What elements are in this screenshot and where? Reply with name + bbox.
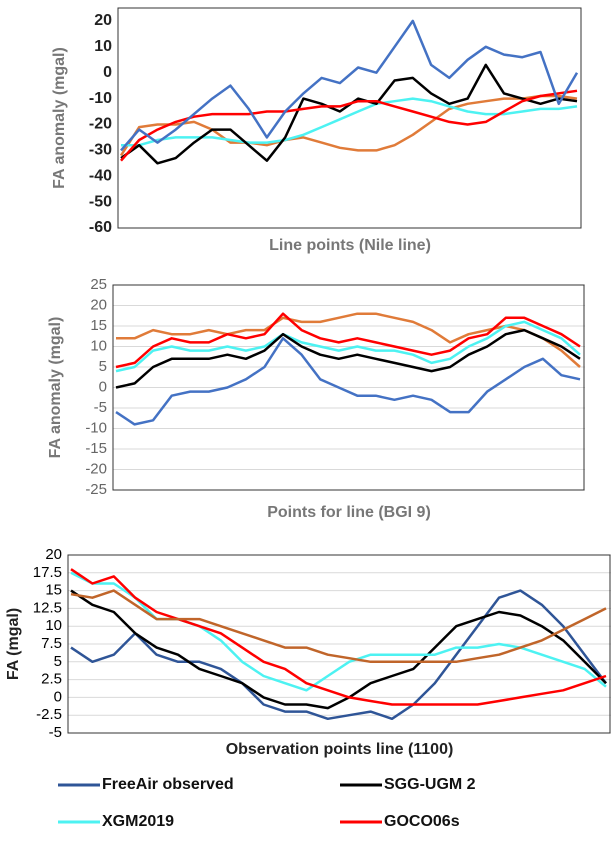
- y-tick-label: -10: [85, 419, 107, 436]
- series-line: [70, 589, 607, 721]
- x-axis-label: Points for line (BGI 9): [267, 504, 431, 521]
- y-tick-label: -50: [89, 193, 112, 210]
- y-tick-label: 15: [90, 317, 107, 334]
- series-line: [70, 589, 607, 710]
- series-line: [115, 312, 581, 369]
- y-tick-label: -20: [85, 460, 107, 477]
- y-tick-label: 7.5: [41, 635, 62, 652]
- y-tick-label: -60: [89, 219, 112, 236]
- y-tick-label: 25: [90, 276, 107, 293]
- y-tick-label: 20: [90, 296, 107, 313]
- y-tick-label: 0: [103, 64, 112, 81]
- y-tick-label: 0: [54, 688, 62, 705]
- y-tick-label: -25: [85, 481, 107, 498]
- y-tick-label: -5: [49, 724, 62, 741]
- y-tick-label: 5: [54, 653, 62, 670]
- y-tick-label: -2.5: [36, 706, 62, 723]
- y-axis-label: FA anomaly (mgal): [47, 317, 64, 459]
- x-axis-label: Observation points line (1100): [226, 741, 454, 758]
- y-tick-label: 17.5: [33, 564, 62, 581]
- legend-label: XGM2019: [102, 813, 174, 830]
- series-line: [70, 589, 607, 664]
- y-tick-label: -15: [85, 440, 107, 457]
- series-line: [119, 94, 578, 157]
- series-line: [120, 19, 579, 152]
- series-line: [115, 328, 581, 389]
- y-tick-label: 12.5: [33, 599, 62, 616]
- series-line: [70, 568, 607, 706]
- y-tick-label: -20: [89, 116, 112, 133]
- plot-frame: [117, 7, 582, 229]
- series-line: [115, 320, 581, 373]
- plot-frame: [67, 554, 611, 734]
- legend-label: GOCO06s: [384, 813, 460, 830]
- y-tick-label: 2.5: [41, 671, 62, 688]
- y-tick-label: 20: [45, 546, 62, 563]
- x-axis-label: Line points (Nile line): [269, 237, 431, 254]
- y-tick-label: -10: [89, 90, 112, 107]
- y-tick-label: -30: [89, 142, 112, 159]
- y-tick-label: -40: [89, 167, 112, 184]
- y-tick-label: 0: [99, 378, 107, 395]
- y-tick-label: -5: [94, 399, 107, 416]
- y-tick-label: 10: [45, 617, 62, 634]
- y-tick-label: 5: [99, 358, 107, 375]
- plot-frame: [112, 284, 585, 491]
- y-tick-label: 10: [94, 38, 112, 55]
- legend-label: SGG-UGM 2: [384, 776, 476, 793]
- y-tick-label: 15: [45, 582, 62, 599]
- series-line: [120, 89, 578, 162]
- y-axis-label: FA (mgal): [5, 608, 22, 680]
- legend-label: FreeAir observed: [102, 776, 234, 793]
- series-line: [115, 337, 581, 426]
- y-tick-label: 10: [90, 337, 107, 354]
- y-axis-label: FA anomaly (mgal): [51, 47, 68, 189]
- y-tick-label: 20: [94, 12, 112, 29]
